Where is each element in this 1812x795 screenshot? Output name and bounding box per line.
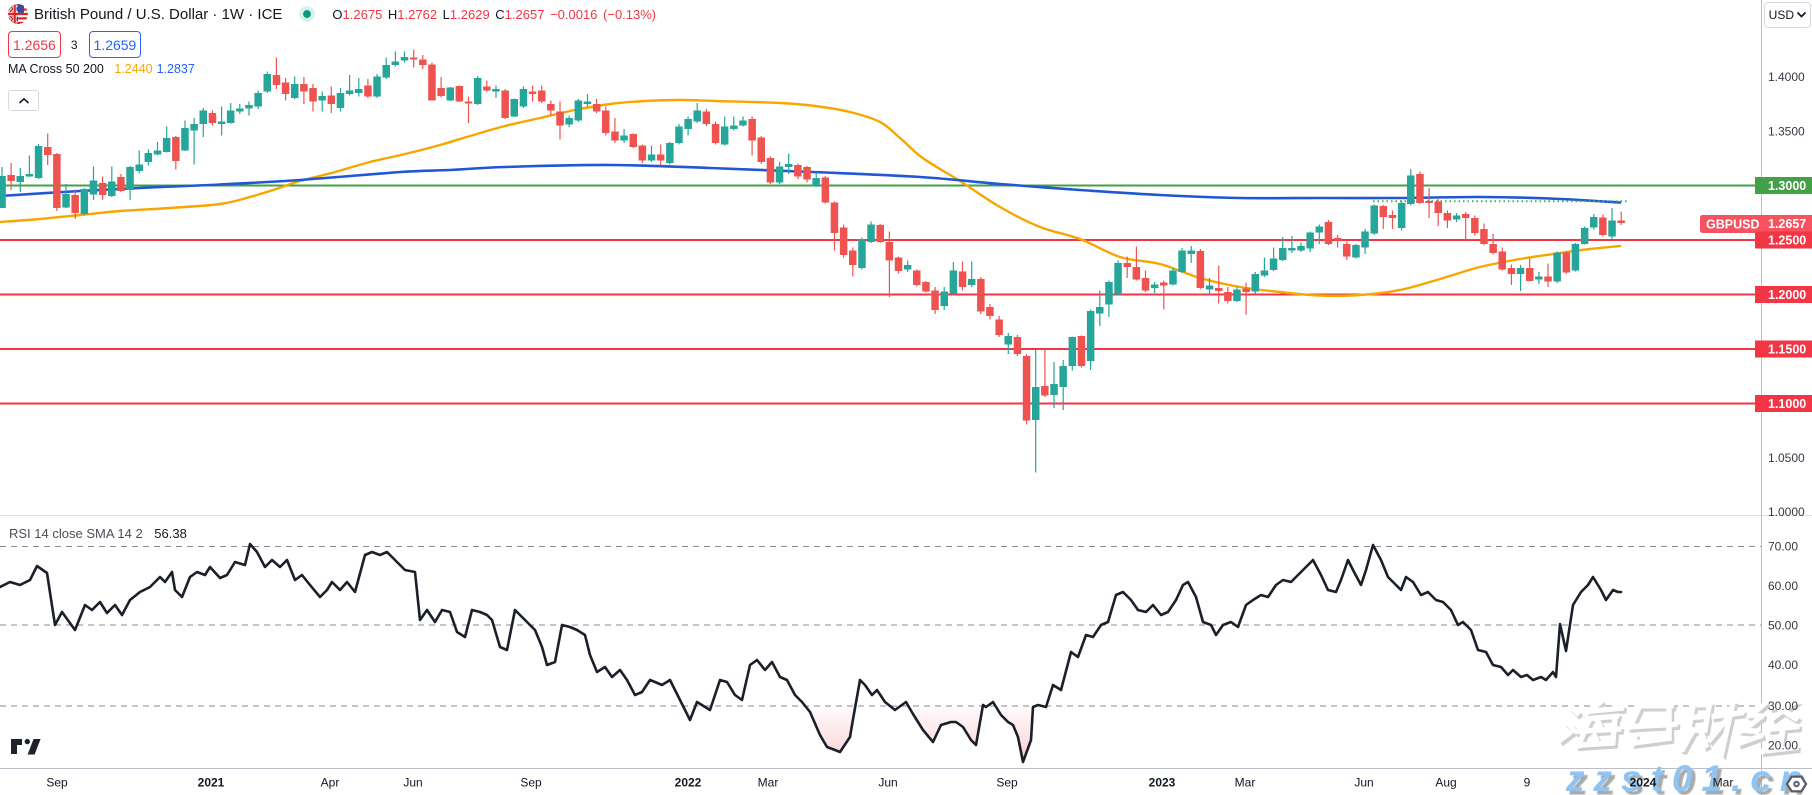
- svg-text:50.00: 50.00: [1768, 619, 1798, 633]
- svg-text:Jun: Jun: [1354, 776, 1373, 790]
- svg-text:2021: 2021: [198, 776, 225, 790]
- svg-text:Sep: Sep: [996, 776, 1018, 790]
- svg-text:30.00: 30.00: [1768, 699, 1798, 713]
- svg-text:1.2657: 1.2657: [1768, 217, 1806, 231]
- svg-text:Mar: Mar: [1235, 776, 1256, 790]
- svg-text:Jun: Jun: [878, 776, 897, 790]
- svg-text:2023: 2023: [1149, 776, 1176, 790]
- svg-text:Mar: Mar: [1713, 776, 1734, 790]
- svg-text:1.0000: 1.0000: [1768, 505, 1805, 519]
- svg-text:Apr: Apr: [321, 776, 340, 790]
- svg-text:zzst01.cn: zzst01.cn: [1565, 758, 1812, 795]
- svg-text:1.3500: 1.3500: [1768, 125, 1805, 139]
- svg-text:1.4000: 1.4000: [1768, 70, 1805, 84]
- svg-text:Aug: Aug: [1435, 776, 1456, 790]
- svg-text:1.1500: 1.1500: [1768, 342, 1806, 356]
- svg-text:1.0500: 1.0500: [1768, 451, 1805, 465]
- svg-text:1.1000: 1.1000: [1768, 397, 1806, 411]
- svg-text:2024: 2024: [1630, 776, 1657, 790]
- svg-text:70.00: 70.00: [1768, 540, 1798, 554]
- svg-text:Sep: Sep: [46, 776, 68, 790]
- svg-text:9: 9: [1524, 776, 1531, 790]
- svg-text:1.2500: 1.2500: [1768, 233, 1806, 247]
- svg-text:40.00: 40.00: [1768, 658, 1798, 672]
- svg-text:Jun: Jun: [403, 776, 422, 790]
- svg-text:Sep: Sep: [520, 776, 542, 790]
- svg-text:GBPUSD: GBPUSD: [1706, 218, 1759, 232]
- svg-text:1.2000: 1.2000: [1768, 288, 1806, 302]
- svg-text:2022: 2022: [675, 776, 702, 790]
- svg-text:Mar: Mar: [758, 776, 779, 790]
- svg-text:1.3000: 1.3000: [1768, 179, 1806, 193]
- svg-text:20.00: 20.00: [1768, 739, 1798, 753]
- svg-text:60.00: 60.00: [1768, 579, 1798, 593]
